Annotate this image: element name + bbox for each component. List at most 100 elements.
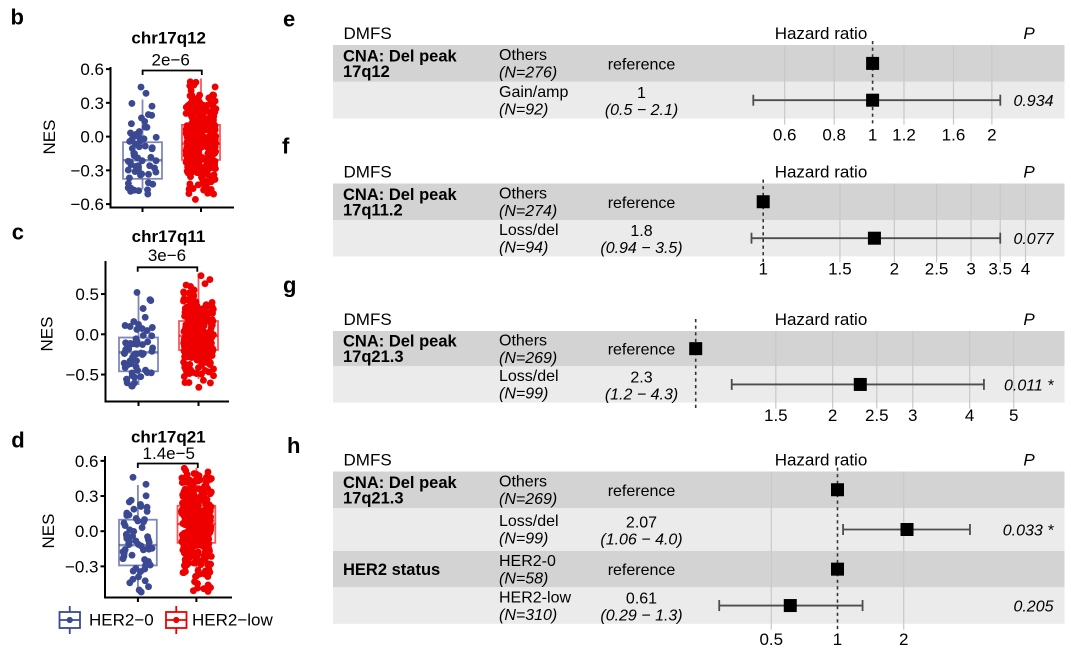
svg-text:P: P [1023,451,1035,470]
svg-text:(N=99): (N=99) [499,386,548,403]
svg-text:2.5: 2.5 [865,406,889,425]
svg-text:chr17q11: chr17q11 [132,227,206,246]
svg-text:0.61: 0.61 [626,591,657,608]
svg-text:HER2-0: HER2-0 [499,553,556,570]
svg-text:Hazard ratio: Hazard ratio [775,451,868,470]
svg-text:−0.6: −0.6 [70,195,104,214]
svg-text:0.5: 0.5 [75,285,99,304]
svg-text:reference: reference [608,562,676,579]
svg-text:3: 3 [966,259,975,278]
svg-text:−0.3: −0.3 [65,557,99,576]
svg-text:(N=269): (N=269) [499,350,557,367]
svg-text:(N=274): (N=274) [499,203,557,220]
svg-text:3e−6: 3e−6 [148,246,186,265]
svg-text:2: 2 [828,406,837,425]
svg-text:1.2: 1.2 [892,126,916,145]
svg-text:f: f [282,134,290,159]
svg-text:Loss/del: Loss/del [499,513,559,530]
svg-text:4: 4 [965,406,974,425]
svg-text:0.5: 0.5 [759,630,783,649]
svg-text:−0.3: −0.3 [70,161,104,180]
svg-text:0.6: 0.6 [75,452,99,471]
svg-text:3.5: 3.5 [988,259,1012,278]
svg-text:17q12: 17q12 [343,63,390,81]
svg-text:DMFS: DMFS [344,451,392,470]
svg-text:(0.5 − 2.1): (0.5 − 2.1) [605,102,678,119]
svg-text:(N=58): (N=58) [499,570,548,587]
svg-text:1.6: 1.6 [942,126,966,145]
svg-text:Loss/del: Loss/del [499,368,559,385]
svg-text:h: h [287,433,300,458]
svg-text:(N=269): (N=269) [499,491,557,508]
svg-text:P: P [1023,163,1035,182]
svg-text:1: 1 [637,85,646,102]
svg-text:CNA: Del peak: CNA: Del peak [343,474,458,492]
svg-text:0.205: 0.205 [1013,599,1053,616]
svg-text:g: g [283,273,296,298]
svg-text:2: 2 [899,630,908,649]
svg-text:(0.29 − 1.3): (0.29 − 1.3) [600,608,682,625]
svg-text:HER2−0: HER2−0 [89,611,154,630]
svg-text:1: 1 [833,630,842,649]
svg-text:e: e [283,6,295,31]
svg-text:2.07: 2.07 [626,515,657,532]
svg-text:17q21.3: 17q21.3 [343,489,404,507]
svg-text:(N=99): (N=99) [499,531,548,548]
svg-text:2: 2 [890,259,899,278]
svg-text:2.3: 2.3 [630,369,652,386]
svg-text:NES: NES [40,120,59,155]
svg-text:3: 3 [908,406,917,425]
svg-text:2: 2 [987,126,996,145]
svg-text:P: P [1023,310,1035,329]
svg-text:0.0: 0.0 [75,325,99,344]
svg-text:reference: reference [608,342,676,359]
svg-text:Hazard ratio: Hazard ratio [775,163,868,182]
svg-text:(0.94 − 3.5): (0.94 − 3.5) [600,240,682,257]
svg-text:1: 1 [868,126,877,145]
svg-text:CNA: Del peak: CNA: Del peak [343,333,458,351]
svg-text:DMFS: DMFS [344,310,392,329]
svg-text:P: P [1023,24,1035,43]
svg-text:chr17q21: chr17q21 [131,428,206,447]
svg-text:HER2−low: HER2−low [192,611,274,630]
svg-text:1: 1 [758,259,767,278]
svg-text:NES: NES [38,317,57,352]
svg-text:CNA: Del peak: CNA: Del peak [343,47,458,65]
svg-text:Loss/del: Loss/del [499,222,559,239]
svg-text:Others: Others [499,332,547,349]
svg-text:0.6: 0.6 [773,126,797,145]
svg-text:−0.5: −0.5 [65,366,99,385]
svg-text:0.3: 0.3 [75,487,99,506]
svg-text:1.8: 1.8 [630,223,652,240]
svg-text:d: d [11,428,24,453]
svg-text:Others: Others [499,185,547,202]
svg-text:1.4e−5: 1.4e−5 [143,444,195,463]
svg-text:HER2 status: HER2 status [343,561,440,579]
svg-text:b: b [11,5,24,30]
svg-text:Hazard ratio: Hazard ratio [775,310,868,329]
svg-text:Gain/amp: Gain/amp [499,84,568,101]
svg-text:0.033 *: 0.033 * [1003,523,1054,540]
svg-text:Hazard ratio: Hazard ratio [775,24,868,43]
svg-text:0.8: 0.8 [822,126,846,145]
svg-text:(N=92): (N=92) [499,101,548,118]
svg-text:0.3: 0.3 [80,94,104,113]
svg-text:(1.2 − 4.3): (1.2 − 4.3) [605,386,678,403]
svg-text:HER2-low: HER2-low [499,589,571,606]
svg-text:1.5: 1.5 [828,259,852,278]
svg-text:c: c [12,220,24,245]
svg-text:(N=310): (N=310) [499,607,557,624]
svg-text:0.6: 0.6 [80,60,104,79]
svg-text:DMFS: DMFS [344,163,392,182]
svg-text:reference: reference [608,483,676,500]
svg-text:CNA: Del peak: CNA: Del peak [343,186,458,204]
svg-text:reference: reference [608,56,676,73]
svg-text:(N=94): (N=94) [499,239,548,256]
svg-text:reference: reference [608,195,676,212]
svg-text:1.5: 1.5 [764,406,788,425]
svg-text:4: 4 [1021,259,1030,278]
svg-text:0.934: 0.934 [1013,93,1053,110]
svg-text:DMFS: DMFS [344,24,392,43]
svg-text:0.077: 0.077 [1013,231,1054,248]
svg-text:17q11.2: 17q11.2 [343,201,403,219]
